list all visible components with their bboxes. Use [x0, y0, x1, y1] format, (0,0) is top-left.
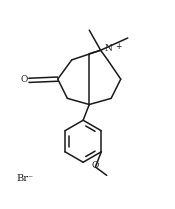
Text: Br⁻: Br⁻ — [17, 174, 34, 183]
Text: O: O — [91, 161, 99, 170]
Text: N: N — [105, 44, 112, 53]
Text: O: O — [20, 75, 28, 84]
Text: +: + — [116, 42, 122, 51]
